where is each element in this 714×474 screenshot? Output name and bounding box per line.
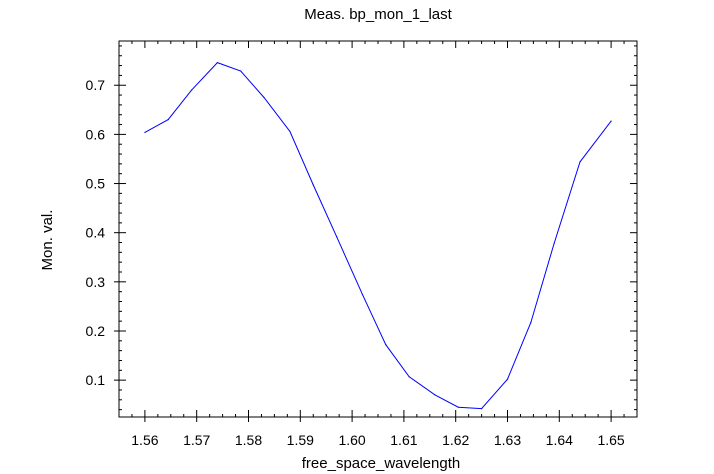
y-tick-label: 0.4 <box>86 225 106 241</box>
x-axis-label: free_space_wavelength <box>302 455 460 472</box>
tick-labels: 1.56 1.57 1.58 1.59 1.60 1.61 1.62 1.63 1.64 1.65… <box>86 77 625 448</box>
data-point <box>610 120 612 122</box>
x-tick-label: 1.56 <box>131 432 158 448</box>
x-tick-label: 1.63 <box>494 432 521 448</box>
series-line <box>144 62 612 410</box>
data-point <box>263 96 265 99</box>
plot-frame <box>118 40 638 418</box>
data-point <box>579 161 581 163</box>
y-axis-label: Mon. val. <box>39 210 56 271</box>
data-point <box>506 378 509 380</box>
data-point <box>312 184 314 186</box>
data-point <box>481 408 483 410</box>
data-point <box>240 70 242 72</box>
data-point <box>408 376 410 378</box>
x-tick-label: 1.57 <box>183 432 210 448</box>
data-point <box>553 242 555 245</box>
x-tick-label: 1.58 <box>235 432 262 448</box>
y-tick-label: 0.2 <box>86 323 106 339</box>
y-tick-label: 0.5 <box>86 176 106 192</box>
data-point <box>190 89 193 91</box>
data-point <box>167 119 169 121</box>
y-tick-label: 0.6 <box>86 126 106 142</box>
x-tick-label: 1.65 <box>597 432 624 448</box>
data-point <box>530 322 532 324</box>
x-tick-label: 1.64 <box>546 432 573 448</box>
y-tick-label: 0.3 <box>86 274 106 290</box>
axis-ticks <box>114 41 638 422</box>
y-tick-label: 0.1 <box>86 372 106 388</box>
data-point <box>385 344 387 346</box>
y-tick-label: 0.7 <box>86 77 106 93</box>
data-point <box>434 394 436 396</box>
data-point <box>457 406 459 408</box>
x-tick-label: 1.60 <box>338 432 365 448</box>
x-tick-label: 1.61 <box>390 432 417 448</box>
data-point <box>335 236 338 238</box>
series-layer <box>144 62 612 410</box>
data-point <box>144 131 146 134</box>
data-point <box>361 294 364 296</box>
x-tick-label: 1.59 <box>287 432 314 448</box>
x-tick-label: 1.62 <box>442 432 469 448</box>
data-point <box>216 62 219 64</box>
data-point <box>289 130 291 133</box>
chart-title: Meas. bp_mon_1_last <box>304 6 452 23</box>
